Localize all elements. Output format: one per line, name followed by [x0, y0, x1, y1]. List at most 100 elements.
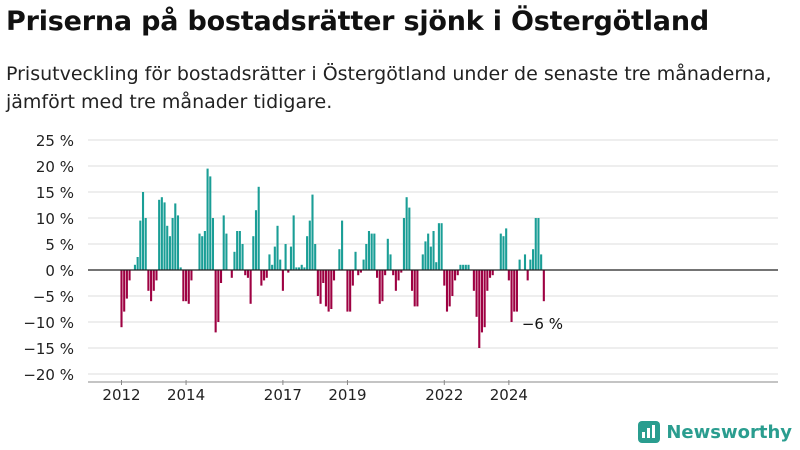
x-tick-label: 2022	[425, 386, 463, 404]
bar	[297, 267, 301, 270]
chart-title: Priserna på bostadsrätter sjönk i Österg…	[6, 6, 709, 37]
bar	[354, 251, 357, 270]
bar	[268, 254, 271, 270]
bar	[402, 218, 405, 270]
bar	[168, 236, 171, 270]
bar	[257, 186, 260, 270]
bar	[276, 225, 279, 270]
y-tick-label: 5 %	[45, 236, 74, 254]
y-tick-label: −5 %	[33, 288, 74, 306]
bar	[128, 270, 131, 281]
bar	[370, 233, 373, 270]
bar	[405, 197, 408, 270]
bar	[365, 244, 368, 270]
bar	[211, 218, 215, 270]
bar	[413, 270, 416, 307]
bar	[150, 270, 153, 302]
bar	[249, 270, 252, 304]
bar	[139, 220, 142, 270]
bar	[241, 244, 244, 270]
bar	[271, 264, 274, 270]
bar	[376, 270, 379, 278]
bar	[287, 270, 290, 273]
bar	[217, 270, 220, 322]
bar	[133, 264, 136, 270]
bar	[416, 270, 419, 307]
bar	[279, 259, 282, 270]
bar	[499, 233, 502, 270]
bar	[518, 259, 521, 270]
bar	[440, 223, 443, 270]
bar	[507, 270, 510, 281]
bar	[532, 249, 535, 270]
bar	[292, 215, 295, 270]
y-tick-label: 10 %	[36, 210, 74, 228]
bar-chart-logo-icon	[638, 421, 661, 443]
bar	[123, 270, 126, 312]
bar	[445, 270, 449, 312]
bar	[155, 270, 158, 281]
bar	[147, 270, 150, 291]
y-tick-label: 20 %	[36, 158, 74, 176]
bar	[160, 197, 163, 270]
bar	[515, 270, 518, 312]
bar	[319, 270, 322, 304]
bar	[176, 215, 180, 270]
y-tick-label: −20 %	[23, 366, 74, 384]
bar	[166, 225, 169, 270]
bar	[324, 270, 327, 307]
bar	[206, 168, 209, 270]
bar	[144, 218, 147, 270]
bar	[429, 246, 432, 270]
bar	[475, 270, 478, 317]
bar	[209, 176, 212, 270]
bar	[478, 270, 481, 348]
bar	[300, 264, 303, 270]
bar	[185, 270, 188, 302]
bar	[483, 270, 486, 328]
bar	[136, 257, 139, 270]
bar	[120, 270, 123, 328]
bar	[141, 192, 145, 270]
bar	[472, 270, 475, 291]
bar	[179, 267, 182, 270]
bar	[427, 233, 430, 270]
bar	[198, 233, 201, 270]
bar	[510, 270, 513, 322]
bar	[263, 270, 266, 281]
bar	[384, 270, 387, 276]
bar	[537, 218, 540, 270]
bar	[174, 203, 177, 270]
bar	[454, 270, 457, 281]
bar	[190, 270, 193, 281]
bar	[378, 270, 381, 304]
bar	[421, 254, 424, 270]
bar	[341, 220, 344, 270]
bar	[529, 259, 532, 270]
bar	[284, 244, 287, 270]
bar	[238, 231, 241, 270]
bar	[152, 270, 155, 291]
bar	[314, 244, 317, 270]
bar	[505, 228, 508, 270]
bar	[203, 231, 206, 270]
x-tick-label: 2012	[102, 386, 140, 404]
bar	[346, 270, 349, 312]
bar	[435, 262, 438, 270]
bar	[201, 236, 204, 270]
bar	[246, 270, 249, 278]
bar	[163, 202, 166, 270]
bar	[252, 236, 255, 270]
y-tick-label: 25 %	[36, 132, 74, 150]
bar	[488, 270, 492, 278]
bar	[443, 270, 446, 286]
chart-subtitle: Prisutveckling för bostadsrätter i Öster…	[6, 63, 772, 113]
bar	[295, 267, 298, 270]
bar	[381, 270, 384, 302]
bar	[451, 270, 454, 296]
bar	[260, 270, 263, 286]
bar	[386, 238, 389, 270]
newsworthy-logo: Newsworthy	[638, 421, 792, 443]
bar	[534, 218, 537, 270]
